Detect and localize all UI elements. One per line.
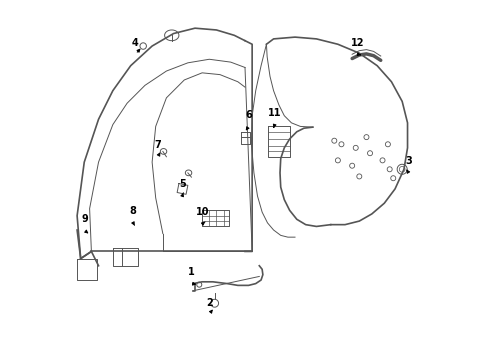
Text: 3: 3 bbox=[405, 157, 412, 166]
Text: 1: 1 bbox=[188, 267, 195, 277]
Text: 7: 7 bbox=[154, 140, 161, 150]
Text: 11: 11 bbox=[268, 108, 281, 118]
Text: 6: 6 bbox=[245, 110, 252, 120]
Text: 5: 5 bbox=[179, 179, 186, 189]
Text: 8: 8 bbox=[130, 206, 137, 216]
Text: 9: 9 bbox=[82, 214, 88, 224]
Text: 12: 12 bbox=[351, 38, 364, 48]
Text: 10: 10 bbox=[196, 207, 210, 217]
Text: 4: 4 bbox=[132, 38, 139, 48]
Text: 2: 2 bbox=[206, 297, 213, 307]
